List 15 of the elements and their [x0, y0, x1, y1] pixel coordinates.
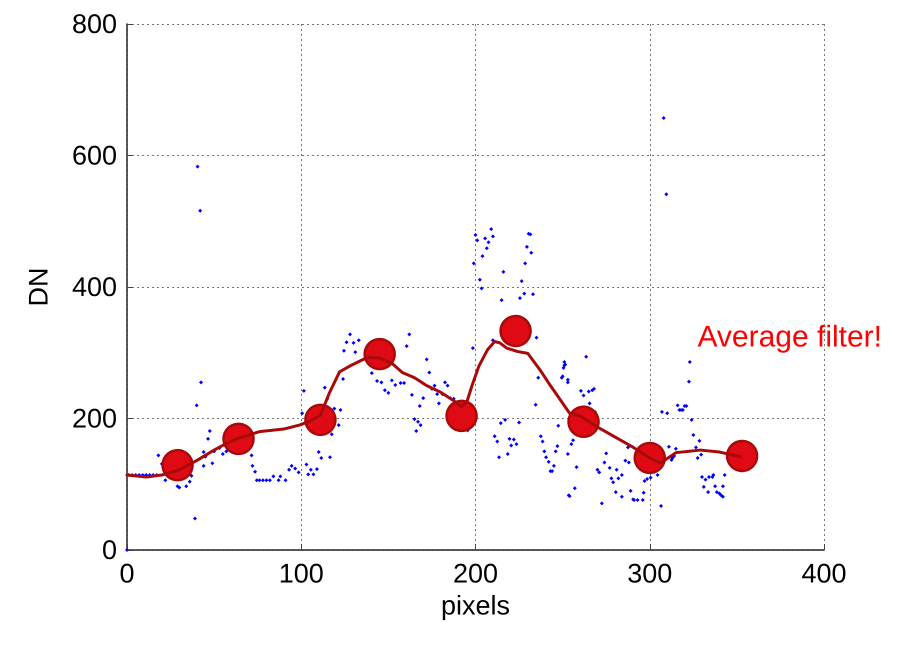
- x-tick-label: 400: [801, 558, 847, 588]
- x-tick-label: 300: [627, 558, 672, 588]
- y-tick-label: 600: [72, 140, 117, 170]
- x-axis-title: pixels: [440, 590, 510, 620]
- x-tick-label: 200: [452, 558, 498, 588]
- y-tick-label: 800: [72, 9, 117, 39]
- annotation: Average filter!: [697, 320, 882, 354]
- point: [726, 440, 758, 472]
- y-tick-label: 400: [72, 272, 117, 302]
- point: [499, 314, 532, 348]
- point: [445, 400, 478, 432]
- y-tick-label: 0: [102, 535, 117, 565]
- y-tick-label: 200: [72, 404, 117, 434]
- x-tick-label: 100: [278, 558, 324, 588]
- y-axis-title: DN: [24, 268, 54, 306]
